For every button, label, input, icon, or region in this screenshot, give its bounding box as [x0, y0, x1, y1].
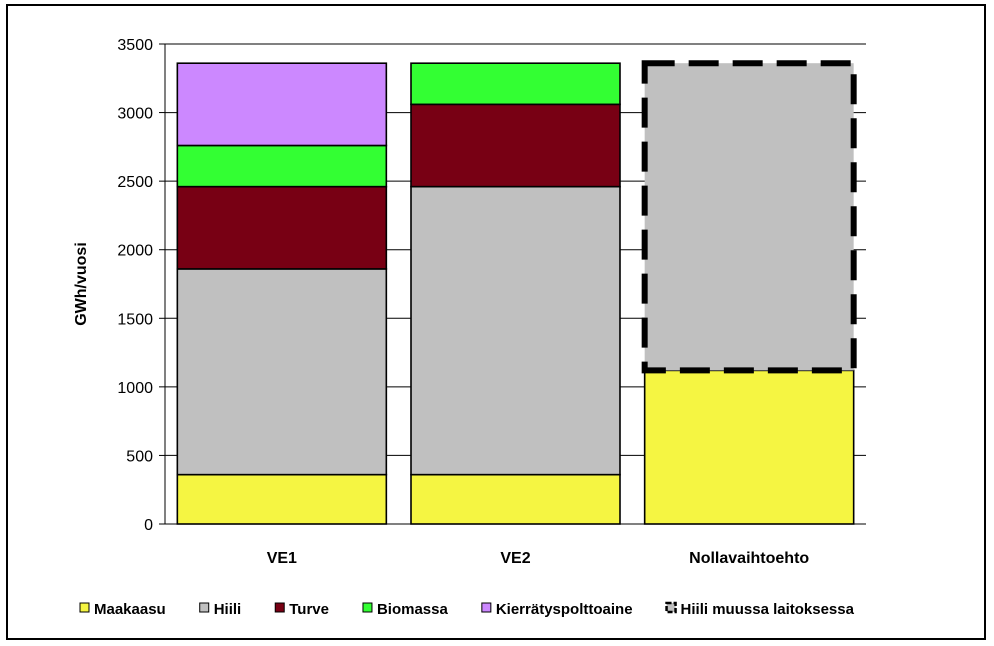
bar-segment — [644, 63, 854, 371]
x-tick-label: Nollavaihtoehto — [689, 550, 809, 567]
x-tick-label: VE2 — [500, 550, 530, 567]
bar-segment — [643, 369, 855, 525]
bar-segment — [410, 62, 621, 106]
legend-swatch — [481, 602, 492, 613]
y-tick-label: 3000 — [117, 106, 153, 123]
y-tick-label: 1000 — [117, 380, 153, 397]
y-tick-label: 500 — [126, 448, 153, 465]
bar-segment — [176, 185, 388, 270]
bar-segment — [410, 103, 621, 188]
y-tick-label: 0 — [144, 517, 153, 534]
axes: 0 500 1000 1500 2000 2500 3000 3500 VE1 VE2 Nollav… — [117, 37, 866, 567]
legend: Maakaasu Hiili Turve Biomassa Kierrätyspoltt… — [79, 601, 855, 618]
bar-segment — [176, 268, 388, 476]
legend-label: Biomassa — [377, 601, 449, 618]
bar-segment — [410, 473, 621, 525]
bar-segment — [410, 185, 621, 476]
x-tick-label: VE1 — [267, 550, 297, 567]
bar-segment-dashed-border — [641, 60, 857, 374]
legend-swatch — [274, 602, 285, 613]
legend-swatch — [362, 602, 373, 613]
legend-label: Turve — [289, 601, 329, 618]
bar-segment — [176, 473, 388, 525]
bar-segment — [176, 144, 388, 188]
y-tick-label: 1500 — [117, 311, 153, 328]
bars — [176, 60, 857, 525]
y-tick-label: 2500 — [117, 174, 153, 191]
y-axis-label: GWh/vuosi — [73, 242, 90, 326]
legend-swatch — [665, 601, 677, 614]
legend-label: Maakaasu — [94, 601, 166, 618]
legend-label: Hiili muussa laitoksessa — [681, 601, 855, 618]
legend-swatch — [199, 602, 210, 613]
y-tick-label: 2000 — [117, 243, 153, 260]
y-tick-label: 3500 — [117, 37, 153, 54]
legend-label: Hiili — [214, 601, 242, 618]
legend-swatch — [79, 602, 90, 613]
legend-label: Kierrätyspolttoaine — [496, 601, 633, 618]
bar-segment — [176, 62, 388, 147]
